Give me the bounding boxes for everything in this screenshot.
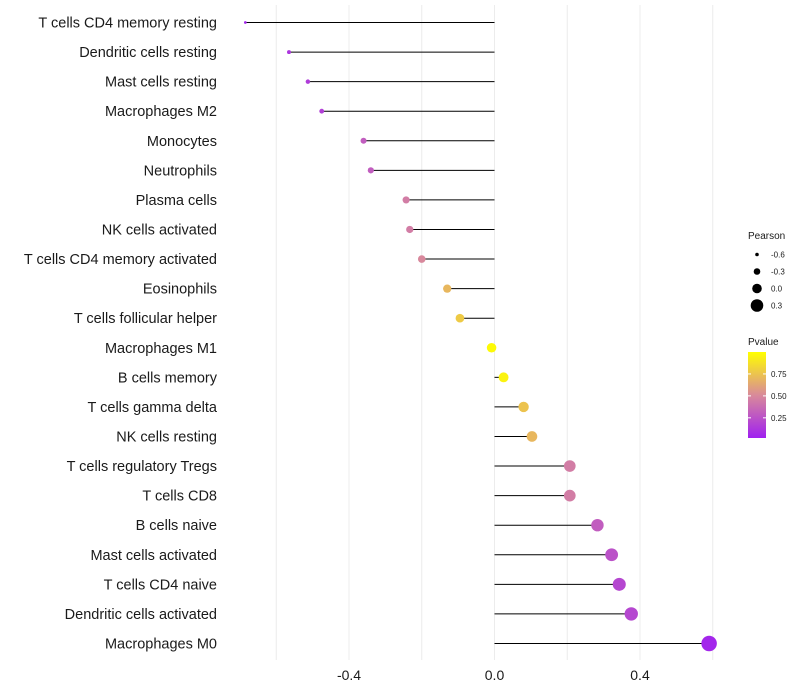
data-point bbox=[455, 313, 465, 323]
x-tick-label: -0.4 bbox=[337, 667, 361, 683]
size-legend: -0.6 -0.3 0.0 0.3 bbox=[750, 251, 785, 312]
category-label: T cells follicular helper bbox=[74, 311, 217, 327]
stems bbox=[245, 22, 710, 644]
category-label: NK cells resting bbox=[116, 429, 217, 445]
category-label: T cells CD4 memory activated bbox=[24, 252, 217, 268]
data-point bbox=[402, 196, 410, 204]
color-legend-label: 0.25 bbox=[771, 414, 787, 423]
data-point bbox=[605, 548, 619, 562]
category-label: Monocytes bbox=[147, 134, 217, 150]
category-label: Plasma cells bbox=[136, 193, 217, 209]
category-label: NK cells activated bbox=[102, 222, 217, 238]
size-legend-dot bbox=[750, 299, 764, 312]
data-point bbox=[305, 79, 311, 84]
points bbox=[243, 21, 717, 652]
data-point bbox=[243, 21, 247, 24]
category-label: T cells regulatory Tregs bbox=[67, 459, 217, 475]
grid-lines bbox=[275, 5, 714, 660]
data-point bbox=[624, 607, 638, 621]
category-label: T cells CD8 bbox=[142, 489, 217, 505]
category-label: Macrophages M1 bbox=[105, 341, 217, 357]
data-point bbox=[498, 372, 509, 383]
category-label: T cells CD4 memory resting bbox=[38, 16, 217, 32]
size-legend-label: -0.6 bbox=[771, 251, 785, 260]
data-point bbox=[563, 460, 576, 472]
category-label: Neutrophils bbox=[144, 163, 217, 179]
data-point bbox=[406, 225, 414, 234]
data-point bbox=[417, 255, 426, 263]
color-legend-title: Pvalue bbox=[748, 337, 779, 348]
data-point bbox=[367, 167, 374, 174]
category-label: T cells CD4 naive bbox=[104, 577, 217, 593]
category-label: T cells gamma delta bbox=[88, 400, 218, 416]
data-point bbox=[563, 489, 576, 502]
x-tick-label: 0.4 bbox=[630, 667, 650, 683]
color-legend-ticks: 0.75 0.50 0.25 bbox=[748, 370, 787, 423]
size-legend-title: Pearson bbox=[748, 231, 785, 242]
data-point bbox=[591, 518, 604, 532]
category-label: Eosinophils bbox=[143, 282, 217, 298]
color-legend-label: 0.75 bbox=[771, 370, 787, 379]
size-legend-dot bbox=[752, 283, 762, 294]
size-legend-dot bbox=[753, 268, 761, 275]
category-labels: T cells CD4 memory resting Dendritic cell… bbox=[24, 16, 218, 653]
category-label: Macrophages M2 bbox=[105, 104, 217, 120]
category-label: Dendritic cells activated bbox=[65, 607, 217, 623]
category-label: B cells memory bbox=[118, 370, 218, 386]
size-legend-label: 0.3 bbox=[771, 302, 783, 311]
category-label: B cells naive bbox=[136, 518, 217, 534]
data-point bbox=[319, 108, 325, 114]
data-point bbox=[287, 50, 291, 55]
color-legend-bar bbox=[748, 352, 766, 438]
category-label: Mast cells activated bbox=[90, 548, 217, 564]
data-point bbox=[360, 137, 367, 144]
legend: Pearson -0.6-0.30.00.3 Pvalue 0.750.500.… bbox=[748, 231, 787, 438]
data-point bbox=[486, 343, 497, 353]
data-point bbox=[526, 431, 538, 442]
data-point bbox=[518, 401, 529, 413]
size-legend-dot bbox=[755, 252, 759, 257]
category-label: Macrophages M0 bbox=[105, 636, 217, 652]
x-tick-label: 0.0 bbox=[485, 667, 505, 683]
category-label: Dendritic cells resting bbox=[79, 45, 217, 61]
data-point bbox=[612, 577, 626, 591]
data-point bbox=[443, 284, 452, 293]
color-legend-label: 0.50 bbox=[771, 392, 787, 401]
category-label: Mast cells resting bbox=[105, 75, 217, 91]
data-point bbox=[701, 635, 717, 652]
size-legend-label: -0.3 bbox=[771, 268, 785, 277]
size-legend-label: 0.0 bbox=[771, 285, 783, 294]
x-axis-ticks: -0.4 0.0 0.4 bbox=[337, 667, 650, 683]
